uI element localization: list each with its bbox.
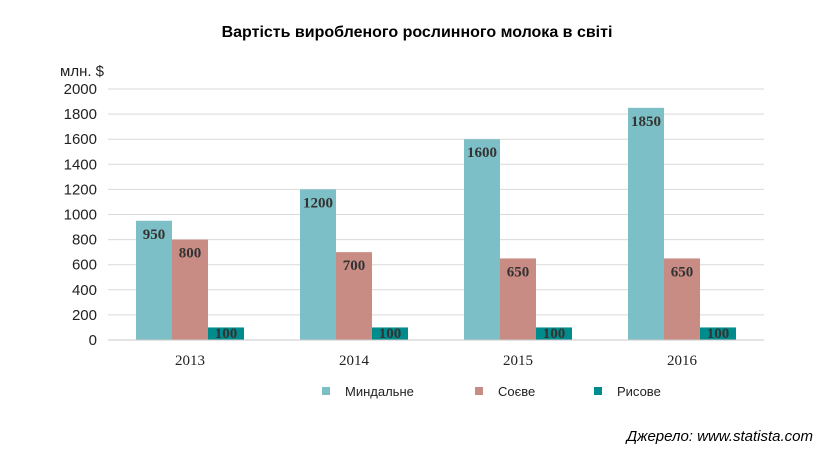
bar [372,327,408,340]
data-label: 100 [707,326,730,342]
legend-swatch [322,387,330,395]
data-label: 1600 [467,145,497,161]
bar [500,258,536,340]
y-axis-ticks: 0 200 400 600 800 1000 1200 1400 1600 1800 2000 [64,81,97,349]
y-tick-label: 1400 [64,156,97,173]
data-label: 100 [543,326,566,342]
bar [700,327,736,340]
data-label: 100 [379,326,402,342]
legend: Миндальне Соєве Рисове [322,384,661,399]
data-labels: 950 800 100 1200 700 100 1600 650 100 1850 650 100 [143,114,730,342]
data-label: 950 [143,227,166,243]
x-tick-label: 2014 [339,353,370,369]
bar [208,327,244,340]
bars [136,107,736,340]
y-tick-label: 0 [89,332,97,349]
data-label: 1850 [631,114,661,130]
legend-swatch [475,387,483,395]
y-tick-label: 1000 [64,207,97,224]
data-label: 100 [215,326,238,342]
chart-title: Вартість виробленого рослинного молока в… [222,24,613,41]
y-tick-label: 1600 [64,131,97,148]
data-label: 700 [343,258,366,274]
gridlines [108,88,764,316]
bar [664,258,700,340]
y-tick-label: 600 [72,257,97,274]
legend-label: Соєве [498,384,535,399]
data-label: 650 [507,264,530,280]
y-axis-unit-label: млн. $ [60,63,105,80]
data-label: 650 [671,264,694,280]
x-tick-label: 2013 [175,353,205,369]
bar [300,189,336,340]
x-tick-label: 2016 [667,353,698,369]
bar [464,139,500,340]
bar [336,252,372,340]
legend-swatch [594,387,602,395]
bar [172,239,208,340]
bar [536,327,572,340]
y-tick-label: 1800 [64,106,97,123]
bar [628,107,664,340]
x-tick-label: 2015 [503,353,533,369]
y-tick-label: 400 [72,282,97,299]
y-tick-label: 800 [72,232,97,249]
x-axis-ticks: 2013 2014 2015 2016 [175,353,698,369]
bar [136,220,172,340]
y-tick-label: 200 [72,307,97,324]
y-tick-label: 1200 [64,181,97,198]
legend-label: Миндальне [345,384,414,399]
y-tick-label: 2000 [64,81,97,98]
legend-label: Рисове [617,384,661,399]
data-label: 800 [179,246,202,262]
data-label: 1200 [303,195,333,211]
source-note: Джерело: www.statista.com [625,428,813,445]
